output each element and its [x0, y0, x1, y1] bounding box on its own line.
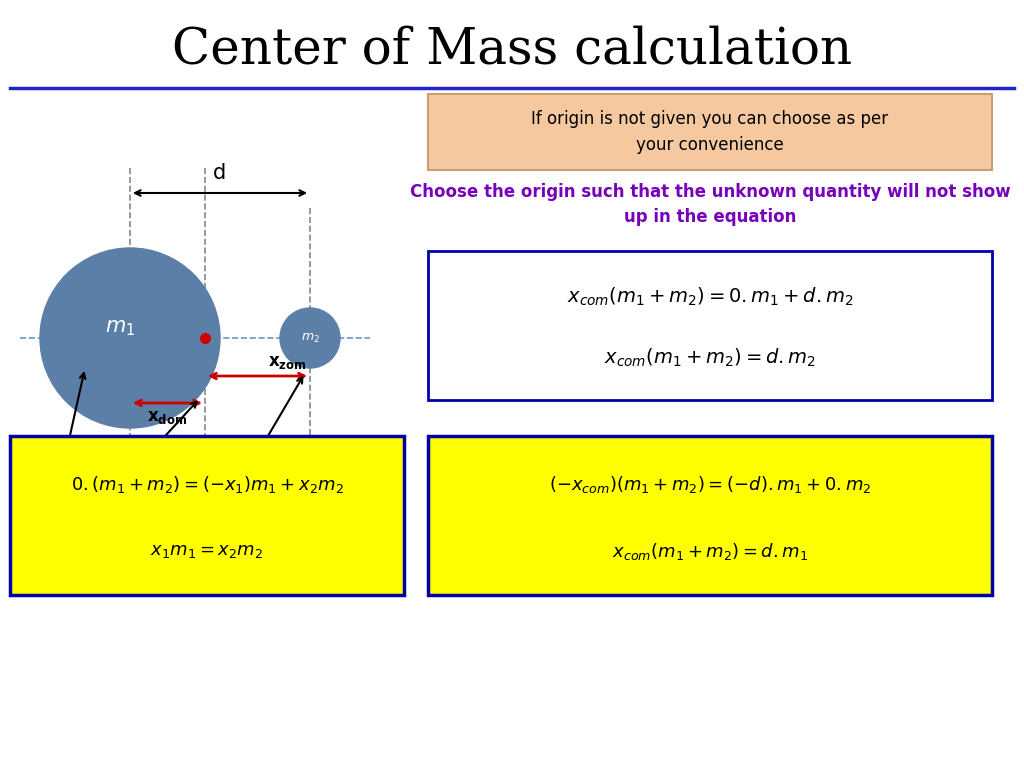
Text: $x_{com}(m_1 + m_2) = 0.m_1 + d.m_2$: $x_{com}(m_1 + m_2) = 0.m_1 + d.m_2$	[566, 286, 853, 308]
Text: $x_{com}(m_1 + m_2) = d.m_2$: $x_{com}(m_1 + m_2) = d.m_2$	[604, 346, 816, 369]
Text: $x_{com}(m_1 + m_2) = d.m_1$: $x_{com}(m_1 + m_2) = d.m_1$	[612, 541, 808, 561]
Text: d: d	[213, 163, 226, 183]
Text: $\mathbf{x_{dom}}$: $\mathbf{x_{dom}}$	[147, 408, 187, 426]
Text: Center of Mass calculation: Center of Mass calculation	[172, 25, 852, 74]
Text: $(-x_{com})(m_1 + m_2) = (-d).m_1 + 0.m_2$: $(-x_{com})(m_1 + m_2) = (-d).m_1 + 0.m_…	[549, 474, 871, 495]
Text: $m_1$: $m_1$	[104, 318, 135, 338]
FancyBboxPatch shape	[428, 94, 992, 170]
Circle shape	[40, 248, 220, 428]
Text: Origin: Origin	[28, 473, 82, 491]
FancyBboxPatch shape	[428, 251, 992, 400]
FancyBboxPatch shape	[428, 436, 992, 595]
Text: $0.(m_1 + m_2) = (-x_1)m_1 + x_2m_2$: $0.(m_1 + m_2) = (-x_1)m_1 + x_2m_2$	[71, 474, 343, 495]
Text: $x_1m_1 = x_2m_2$: $x_1m_1 = x_2m_2$	[151, 542, 263, 560]
Text: Choose the origin such that the unknown quantity will not show
up in the equatio: Choose the origin such that the unknown …	[410, 183, 1011, 226]
Text: Origin: Origin	[118, 473, 172, 491]
Text: Origin: Origin	[232, 473, 288, 491]
Text: $m_2$: $m_2$	[301, 332, 319, 345]
Text: If origin is not given you can choose as per
your convenience: If origin is not given you can choose as…	[531, 110, 889, 154]
Circle shape	[280, 308, 340, 368]
Text: $\mathbf{x_{zom}}$: $\mathbf{x_{zom}}$	[267, 353, 306, 371]
FancyBboxPatch shape	[10, 436, 404, 595]
